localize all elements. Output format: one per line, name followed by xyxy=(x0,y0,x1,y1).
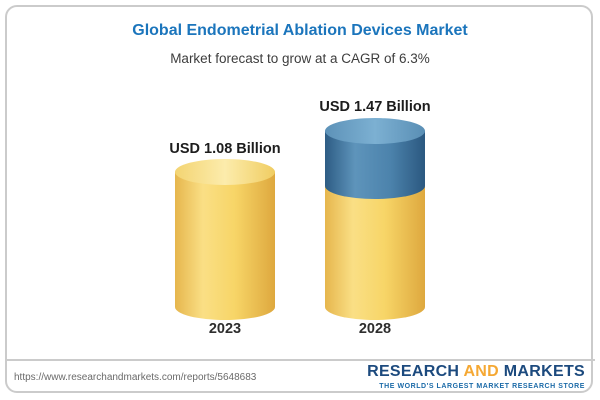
cylinder-bar-chart: USD 1.08 Billion USD 1.47 Billion 2023 2… xyxy=(169,99,430,337)
bar-2023-cylinder xyxy=(175,159,275,320)
footer-divider xyxy=(5,359,595,361)
bar-2028-cylinder xyxy=(325,118,425,320)
logo-tagline: THE WORLD'S LARGEST MARKET RESEARCH STOR… xyxy=(379,382,585,390)
chart-subtitle: Market forecast to grow at a CAGR of 6.3… xyxy=(170,51,430,66)
chart-title: Global Endometrial Ablation Devices Mark… xyxy=(132,22,468,39)
bar-2028-top-cap xyxy=(325,118,425,144)
bar-2023-top-cap xyxy=(175,159,275,185)
logo-word-markets: MARKETS xyxy=(503,363,585,380)
research-and-markets-logo: RESEARCH AND MARKETS THE WORLD'S LARGEST… xyxy=(367,363,585,390)
chart-card-frame xyxy=(5,5,593,393)
logo-wordmark: RESEARCH AND MARKETS xyxy=(367,363,585,381)
bar-2028-gold-body xyxy=(325,186,425,307)
category-label-2028: 2028 xyxy=(359,321,391,337)
value-label-2023: USD 1.08 Billion xyxy=(169,141,280,157)
report-url: https://www.researchandmarkets.com/repor… xyxy=(14,372,257,383)
bar-2023-body xyxy=(175,172,275,307)
category-label-2023: 2023 xyxy=(209,321,241,337)
value-label-2028: USD 1.47 Billion xyxy=(319,99,430,115)
logo-word-and: AND xyxy=(463,363,500,380)
logo-word-research: RESEARCH xyxy=(367,363,460,380)
